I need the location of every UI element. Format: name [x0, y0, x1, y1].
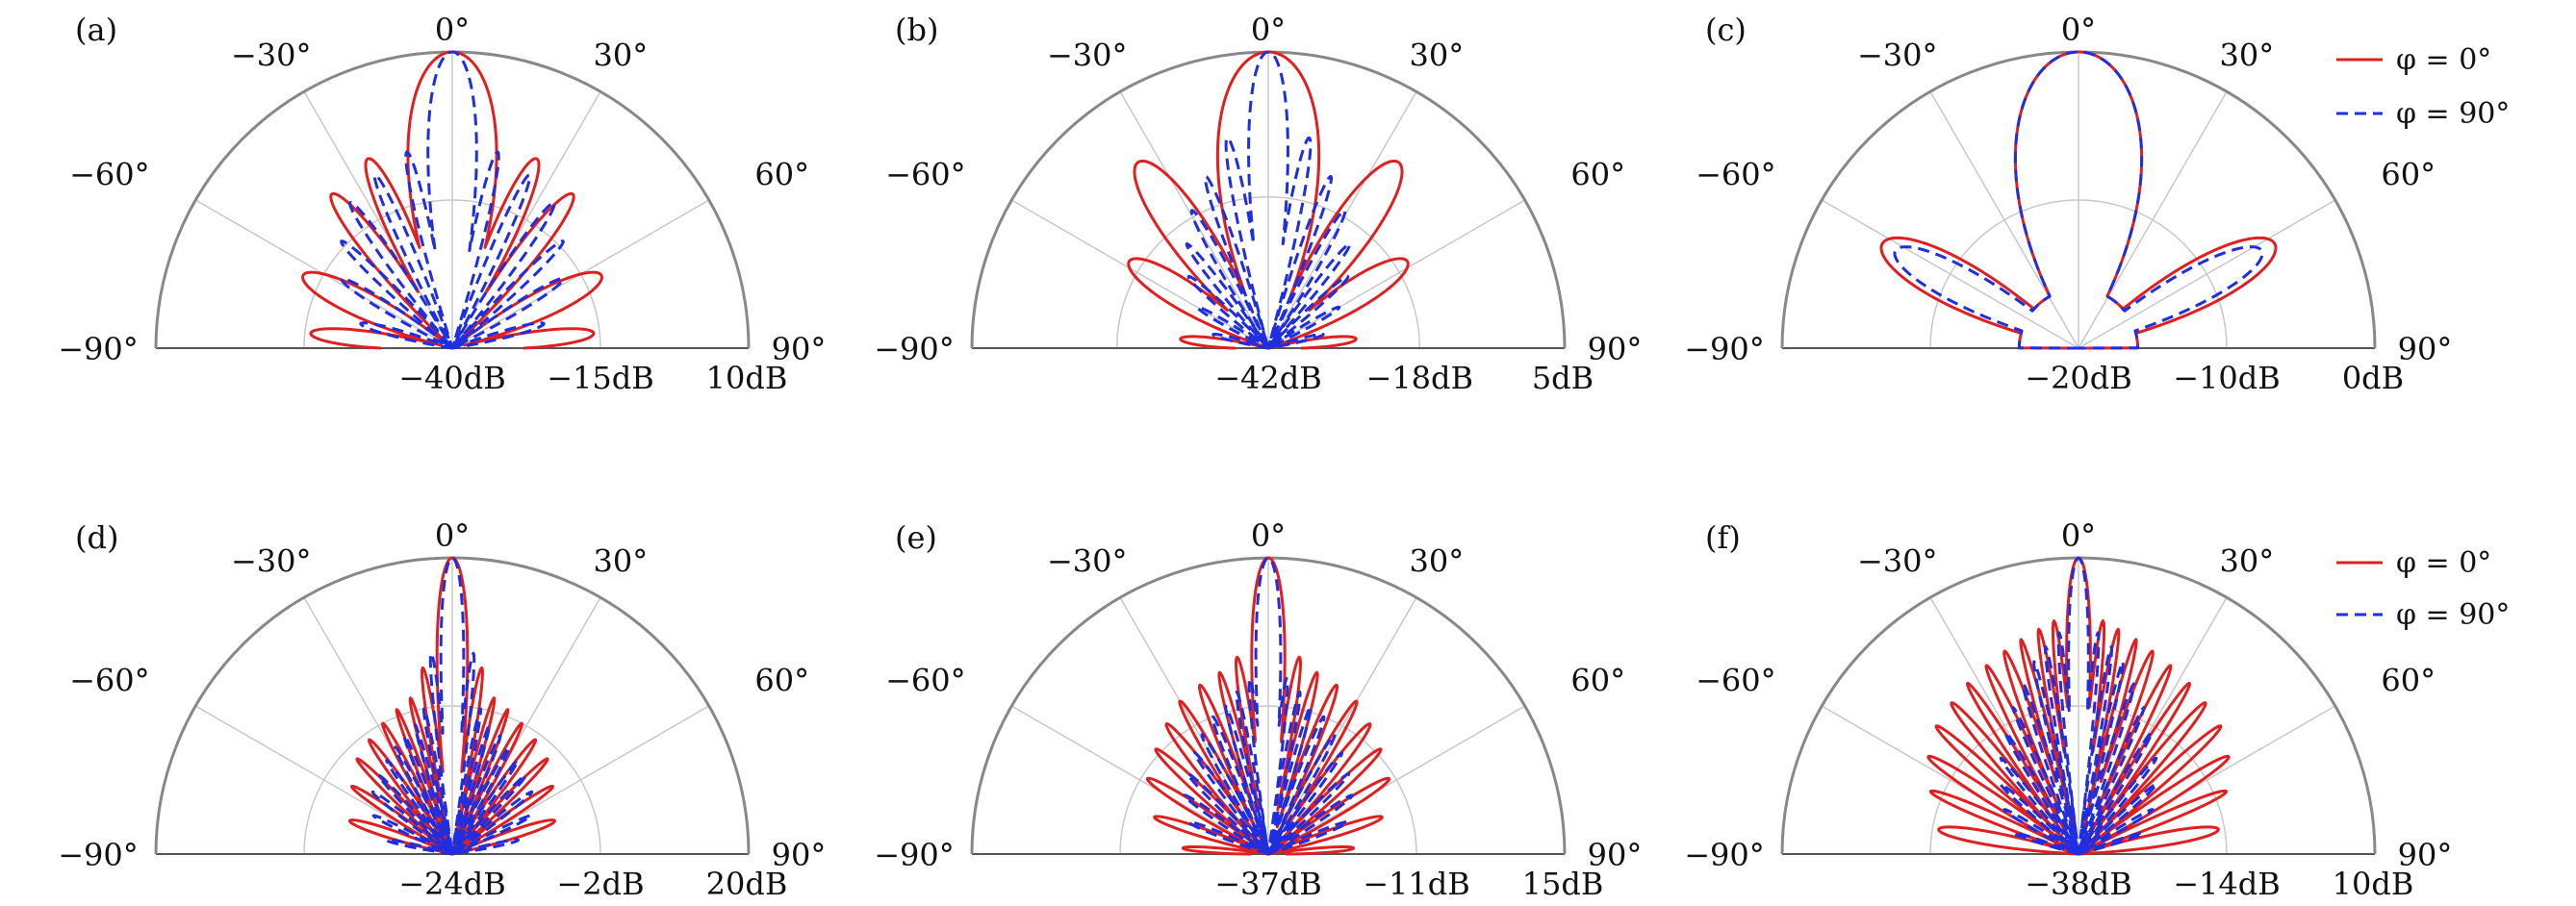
theta-tick-label: 90° — [772, 331, 827, 367]
r-tick-label: −24dB — [398, 866, 506, 902]
grid-spoke — [303, 90, 453, 349]
theta-tick-label: 60° — [1570, 663, 1625, 699]
theta-tick-label: 60° — [754, 157, 809, 193]
theta-tick-label: 30° — [594, 37, 649, 73]
theta-tick-label: −30° — [1857, 542, 1938, 579]
grid-spoke — [1267, 705, 1526, 855]
series-phi-0 — [347, 556, 557, 856]
theta-tick-label: 90° — [2398, 837, 2453, 873]
panel-label: (b) — [895, 12, 938, 48]
theta-tick-label: −90° — [58, 331, 139, 367]
grid-spoke — [1119, 90, 1269, 349]
panel-label: (f) — [1705, 519, 1741, 556]
r-tick-label: −14dB — [2173, 866, 2281, 902]
theta-tick-label: 90° — [1588, 837, 1643, 873]
theta-tick-label: −60° — [69, 663, 150, 699]
series-phi-0 — [1145, 556, 1391, 856]
theta-tick-label: 30° — [1410, 37, 1465, 73]
theta-tick-label: 30° — [1410, 542, 1465, 579]
panel-label: (e) — [895, 519, 937, 556]
polar-panel-1: (a) −90° −60° −30° 0° 30° 60° 90° −40dB −15dB 10dB — [58, 12, 826, 396]
r-tick-label: 5dB — [1532, 360, 1594, 396]
theta-tick-label: −90° — [874, 331, 955, 367]
panel-label: (d) — [75, 519, 118, 556]
series-phi-90 — [1999, 556, 2158, 856]
theta-tick-label: −60° — [69, 157, 150, 193]
series-phi-90 — [1183, 556, 1354, 856]
series-phi-90 — [1893, 50, 2264, 350]
polar-panel-6: (f) −90° −60° −30° 0° 30° 60° 90° −38dB −14dB 10dB — [1684, 517, 2452, 902]
theta-tick-label: −90° — [874, 837, 955, 873]
theta-tick-label: 90° — [772, 837, 827, 873]
theta-tick-label: 90° — [2398, 331, 2453, 367]
r-tick-label: −42dB — [1214, 360, 1322, 396]
theta-tick-label: 0° — [435, 517, 470, 554]
polar-panel-5: (e) −90° −60° −30° 0° 30° 60° 90° −37dB −11dB 15dB — [874, 517, 1642, 902]
series-phi-90 — [340, 50, 565, 350]
grid-spoke — [1010, 199, 1269, 349]
r-tick-label: 10dB — [706, 360, 788, 396]
grid-spoke — [1267, 596, 1417, 855]
theta-tick-label: 60° — [754, 663, 809, 699]
theta-tick-label: −90° — [1684, 331, 1765, 367]
theta-tick-label: 0° — [1251, 12, 1286, 48]
r-tick-label: 15dB — [1522, 866, 1604, 902]
theta-tick-label: −30° — [1047, 37, 1128, 73]
theta-tick-label: −60° — [885, 157, 966, 193]
r-tick-label: −20dB — [2025, 360, 2132, 396]
series-phi-90 — [1185, 50, 1352, 350]
panel-label: (a) — [75, 12, 117, 48]
theta-tick-label: 30° — [594, 542, 649, 579]
r-tick-label: −2dB — [556, 866, 644, 902]
grid-spoke — [451, 90, 601, 349]
theta-tick-label: 0° — [435, 12, 470, 48]
theta-tick-label: −90° — [58, 837, 139, 873]
series-phi-0 — [1879, 50, 2278, 350]
theta-tick-label: −30° — [231, 542, 312, 579]
theta-tick-label: −90° — [1684, 837, 1765, 873]
grid-spoke — [2078, 199, 2336, 349]
grid-spoke — [1267, 199, 1526, 349]
r-tick-label: 0dB — [2342, 360, 2404, 396]
r-tick-label: −18dB — [1366, 360, 1474, 396]
theta-tick-label: −30° — [1047, 542, 1128, 579]
theta-tick-label: 0° — [1251, 517, 1286, 554]
theta-tick-label: 30° — [2220, 37, 2275, 73]
grid-spoke — [1010, 705, 1269, 855]
r-tick-label: −37dB — [1214, 866, 1322, 902]
r-tick-label: 20dB — [706, 866, 788, 902]
r-tick-label: −38dB — [2025, 866, 2132, 902]
theta-tick-label: 60° — [2381, 157, 2436, 193]
polar-panel-2: (b) −90° −60° −30° 0° 30° 60° 90° −42dB −18dB 5dB — [874, 12, 1642, 396]
theta-tick-label: −30° — [231, 37, 312, 73]
grid-spoke — [1821, 199, 2079, 349]
theta-tick-label: 60° — [1570, 157, 1625, 193]
series-phi-90 — [370, 556, 534, 856]
polar-panel-4: (d) −90° −60° −30° 0° 30° 60° 90° −24dB −2dB 20dB — [58, 517, 826, 902]
r-tick-label: −11dB — [1363, 866, 1470, 902]
theta-tick-label: −60° — [1696, 157, 1776, 193]
r-tick-label: −10dB — [2173, 360, 2281, 396]
r-tick-label: −40dB — [398, 360, 506, 396]
r-tick-label: 10dB — [2333, 866, 2414, 902]
theta-tick-label: −60° — [1696, 663, 1776, 699]
r-tick-label: −15dB — [547, 360, 654, 396]
theta-tick-label: 60° — [2381, 663, 2436, 699]
theta-tick-label: 30° — [2220, 542, 2275, 579]
theta-tick-label: 0° — [2061, 517, 2096, 554]
grid-spoke — [2078, 90, 2228, 349]
theta-tick-label: −60° — [885, 663, 966, 699]
theta-tick-label: −30° — [1857, 37, 1938, 73]
theta-tick-label: 90° — [1588, 331, 1643, 367]
panel-label: (c) — [1705, 12, 1747, 48]
theta-tick-label: 0° — [2061, 12, 2096, 48]
grid-spoke — [1929, 90, 2079, 349]
polar-panel-3: (c) −90° −60° −30° 0° 30° 60° 90° −20dB −10dB 0dB — [1684, 12, 2452, 396]
